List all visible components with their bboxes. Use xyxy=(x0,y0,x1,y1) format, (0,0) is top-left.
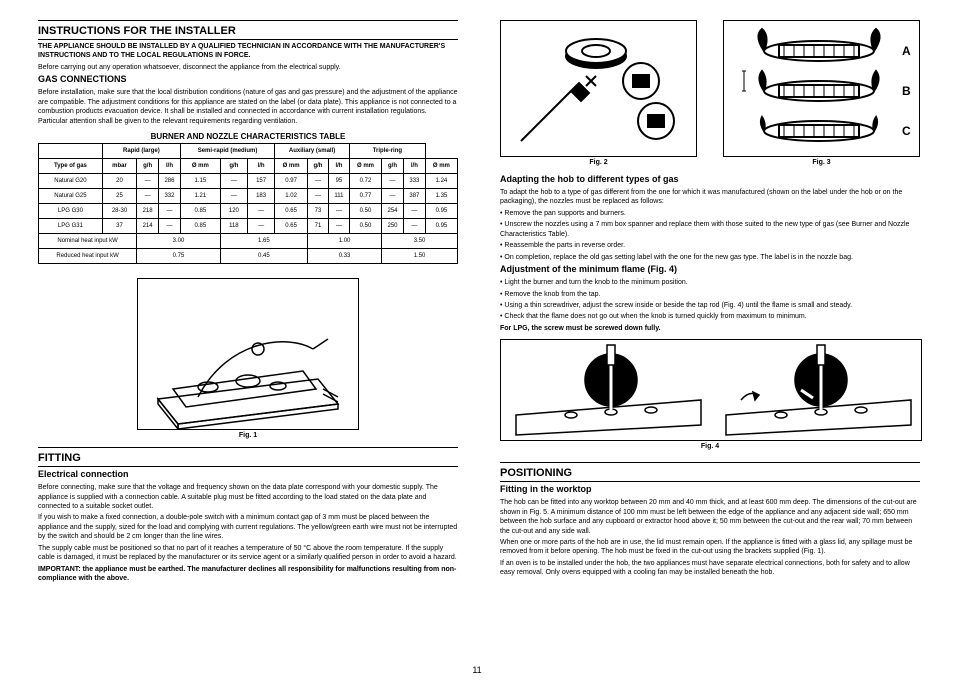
figure-2 xyxy=(500,20,697,157)
adapt-b3: • Reassemble the parts in reverse order. xyxy=(500,241,920,250)
table-super-header-row: Rapid (large) Semi-rapid (medium) Auxili… xyxy=(39,144,458,159)
mf-a5: For LPG, the screw must be screwed down … xyxy=(500,324,920,333)
table-row: Reduced heat input kW 0.75 0.45 0.33 1.5… xyxy=(39,249,458,264)
elec-text-2: If you wish to make a fixed connection, … xyxy=(38,513,458,541)
h-9: l/h xyxy=(328,159,349,174)
h-6: l/h xyxy=(247,159,274,174)
h-5: g/h xyxy=(220,159,247,174)
h-12: l/h xyxy=(403,159,425,174)
elec-subtitle: Electrical connection xyxy=(38,469,458,479)
gas-conn-text: Before installation, make sure that the … xyxy=(38,88,458,126)
mf-a3: • Using a thin screwdriver, adjust the s… xyxy=(500,301,920,310)
table-row: LPG G3028-30218—0.85120—0.6573—0.50254—0… xyxy=(39,204,458,219)
figure-3-wrap: A B C Fig. 3 xyxy=(723,20,920,166)
h-13: Ø mm xyxy=(425,159,457,174)
mf-a1: • Light the burner and turn the knob to … xyxy=(500,278,920,287)
rule-top-left xyxy=(38,20,458,21)
burner-table-wrap: BURNER AND NOZZLE CHARACTERISTICS TABLE … xyxy=(38,132,458,264)
h-3: l/h xyxy=(159,159,181,174)
sh-0 xyxy=(39,144,103,159)
h-7: Ø mm xyxy=(275,159,308,174)
warning-text: THE APPLIANCE SHOULD BE INSTALLED BY A Q… xyxy=(38,42,458,61)
table-row: Natural G2525—3321.21—1831.02—1110.77—38… xyxy=(39,189,458,204)
table-row: Nominal heat input kW 3.00 1.65 1.00 3.5… xyxy=(39,234,458,249)
installer-title: INSTRUCTIONS FOR THE INSTALLER xyxy=(38,25,458,37)
table-row: Natural G2020—2861.15—1570.97—950.72—333… xyxy=(39,174,458,189)
sh-2: Semi-rapid (medium) xyxy=(180,144,274,159)
elec-text-3: The supply cable must be positioned so t… xyxy=(38,544,458,563)
burner-nozzle-icon xyxy=(501,21,696,156)
label-c: C xyxy=(902,124,911,138)
figure-row: Fig. 2 xyxy=(500,20,920,166)
page-number: 11 xyxy=(472,665,481,675)
fitting-title: FITTING xyxy=(38,452,458,464)
burner-table-title: BURNER AND NOZZLE CHARACTERISTICS TABLE xyxy=(38,132,458,141)
elec-text-1: Before connecting, make sure that the vo… xyxy=(38,483,458,511)
elec-text-4: IMPORTANT: the appliance must be earthed… xyxy=(38,565,458,584)
rule-left-mid1 xyxy=(38,447,458,448)
bp3: If an oven is to be installed under the … xyxy=(500,559,920,578)
rule-under-title-left xyxy=(38,39,458,40)
fig4-caption: Fig. 4 xyxy=(500,443,920,450)
adapt-b1: • Remove the pan supports and burners. xyxy=(500,209,920,218)
left-column: INSTRUCTIONS FOR THE INSTALLER THE APPLI… xyxy=(38,20,458,585)
h-8: g/h xyxy=(308,159,329,174)
table-row: LPG G3137214—0.85118—0.6571—0.50250—0.95 xyxy=(39,219,458,234)
right-column: Fig. 2 xyxy=(500,20,920,580)
fig2-caption: Fig. 2 xyxy=(500,159,697,166)
min-flame-title: Adjustment of the minimum flame (Fig. 4) xyxy=(500,264,920,274)
adapt-para: To adapt the hob to a type of gas differ… xyxy=(500,188,920,207)
gas-conn-title: GAS CONNECTIONS xyxy=(38,74,458,84)
h-1: mbar xyxy=(102,159,136,174)
figure-4 xyxy=(500,339,922,441)
label-b: B xyxy=(902,84,911,98)
positioning-title: POSITIONING xyxy=(500,467,920,479)
bp2: When one or more parts of the hob are in… xyxy=(500,538,920,557)
positioning-block: POSITIONING Fitting in the worktop The h… xyxy=(500,462,920,578)
sh-1: Rapid (large) xyxy=(102,144,180,159)
page: INSTRUCTIONS FOR THE INSTALLER THE APPLI… xyxy=(0,0,954,691)
label-a: A xyxy=(902,44,911,58)
figure-2-wrap: Fig. 2 xyxy=(500,20,697,166)
h-gas: Type of gas xyxy=(39,159,103,174)
hob-line-drawing-icon xyxy=(138,279,358,429)
table-body: Natural G2020—2861.15—1570.97—950.72—333… xyxy=(39,174,458,264)
figure-3: A B C xyxy=(723,20,920,157)
burner-table: Rapid (large) Semi-rapid (medium) Auxili… xyxy=(38,143,458,264)
figure-1 xyxy=(137,278,359,430)
bp1: The hob can be fitted into any worktop b… xyxy=(500,498,920,536)
h-11: g/h xyxy=(382,159,404,174)
mf-a4: • Check that the flame does not go out w… xyxy=(500,312,920,321)
h-2: g/h xyxy=(137,159,159,174)
adapt-title: Adapting the hob to different types of g… xyxy=(500,174,920,184)
rule-left-mid2 xyxy=(38,466,458,467)
sh-4: Triple-ring xyxy=(349,144,425,159)
adapt-b2: • Unscrew the nozzles using a 7 mm box s… xyxy=(500,220,920,239)
sh-3: Auxiliary (small) xyxy=(275,144,350,159)
adapt-b4: • On completion, replace the old gas set… xyxy=(500,253,920,262)
mf-a2: • Remove the knob from the tap. xyxy=(500,290,920,299)
rule-right-mid2 xyxy=(500,481,920,482)
rule-right-mid1 xyxy=(500,462,920,463)
disc-text: Before carrying out any operation whatso… xyxy=(38,63,458,72)
table-header-row: Type of gas mbar g/h l/h Ø mm g/h l/h Ø … xyxy=(39,159,458,174)
fig1-caption: Fig. 1 xyxy=(38,432,458,439)
h-4: Ø mm xyxy=(180,159,220,174)
flame-height-icon: A B C xyxy=(724,21,919,156)
worktop-subtitle: Fitting in the worktop xyxy=(500,484,920,494)
fig3-caption: Fig. 3 xyxy=(723,159,920,166)
h-10: Ø mm xyxy=(349,159,381,174)
min-flame-adjust-icon xyxy=(501,340,921,440)
